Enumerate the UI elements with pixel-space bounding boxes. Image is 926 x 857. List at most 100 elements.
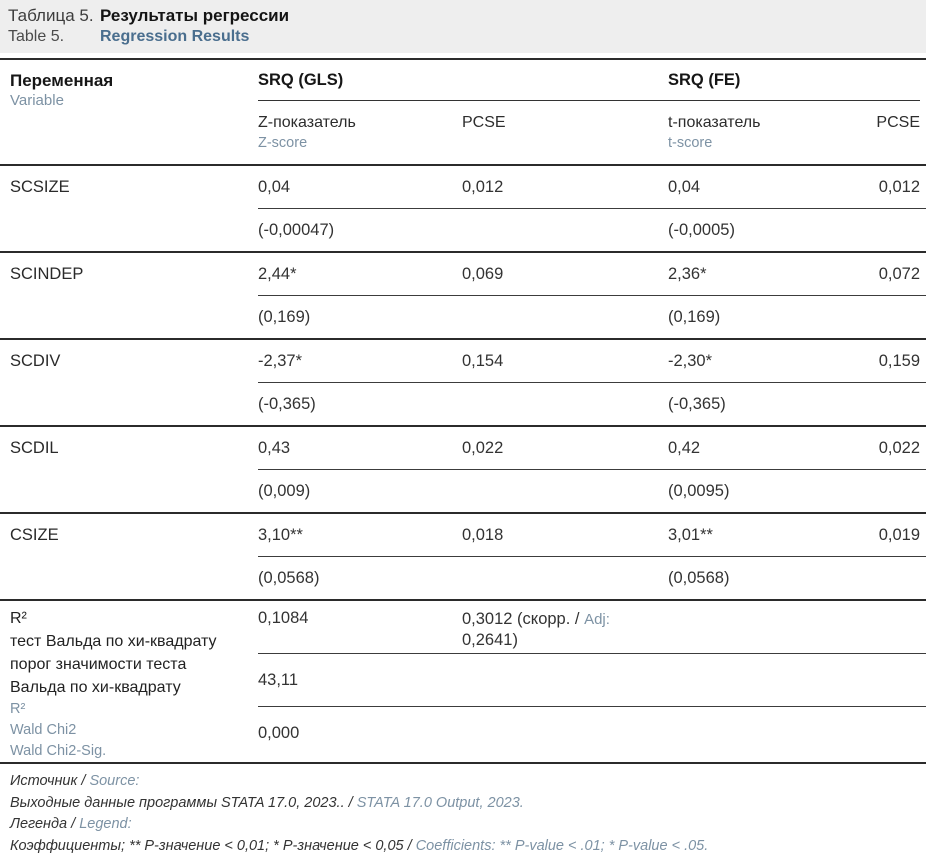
gls-stat: 0,43 — [258, 439, 462, 458]
r2-adj-prefix: 0,3012 (скорр. / — [462, 610, 584, 628]
subheader-pcse-gls: PCSE — [462, 113, 668, 153]
fe-pcse: 0,159 — [848, 352, 920, 371]
table-row-se: (-0,00047) (-0,0005) — [0, 209, 926, 251]
gls-se: (0,009) — [258, 482, 462, 501]
table-row: CSIZE 3,10** 0,018 3,01** 0,019 — [0, 514, 926, 556]
variable-name: SCSIZE — [10, 178, 258, 197]
stats-label-r2-ru: R² — [10, 607, 258, 630]
table-row-se: (0,009) (0,0095) — [0, 470, 926, 512]
table-row: SCINDEP 2,44* 0,069 2,36* 0,072 — [0, 253, 926, 295]
caption-label-ru: Таблица 5. — [8, 5, 100, 26]
footnote-ru: Выходные данные программы STATA 17.0, 20… — [10, 795, 357, 811]
regression-table-body: SCSIZE 0,04 0,012 0,04 0,012 (-0,00047) … — [0, 166, 926, 601]
caption-title-ru: Результаты регрессии — [100, 5, 289, 26]
variable-group-scindep: SCINDEP 2,44* 0,069 2,36* 0,072 (0,169) … — [0, 253, 926, 340]
footnote-en: Coefficients: ** P-value < .01; * P-valu… — [416, 838, 709, 854]
model-headers: SRQ (GLS) SRQ (FE) Z-показатель Z-score … — [258, 70, 920, 164]
gls-pcse: 0,069 — [462, 265, 668, 284]
footnote-legend-label: Легенда / Legend: — [10, 814, 916, 836]
gls-stat: -2,37* — [258, 352, 462, 371]
caption-line-ru: Таблица 5. Результаты регрессии — [8, 5, 916, 26]
fe-stat: -2,30* — [668, 352, 848, 371]
table-row-se: (0,0568) (0,0568) — [0, 557, 926, 599]
table-row-se: (0,169) (0,169) — [0, 296, 926, 338]
r2-adj-label: Adj: — [584, 611, 610, 628]
fe-pcse: 0,012 — [848, 178, 920, 197]
variable-header-en: Variable — [10, 91, 258, 111]
gls-se: (0,169) — [258, 308, 462, 327]
stats-label-waldsig-ru-line1: порог значимости теста — [10, 653, 258, 676]
stats-row-wald: 43,11 — [258, 654, 926, 706]
column-header-variable: Переменная Variable — [10, 70, 258, 164]
footnotes: Источник / Source: Выходные данные прогр… — [0, 764, 926, 857]
gls-se: (0,0568) — [258, 569, 462, 588]
group-header-fe: SRQ (FE) — [668, 70, 920, 91]
variable-header-ru: Переменная — [10, 70, 258, 91]
fe-se: (0,169) — [668, 308, 848, 327]
gls-pcse: 0,154 — [462, 352, 668, 371]
footnote-source-text: Выходные данные программы STATA 17.0, 20… — [10, 793, 916, 815]
subheader-row: Z-показатель Z-score PCSE t-показатель t… — [258, 101, 920, 164]
footnote-source-label: Источник / Source: — [10, 771, 916, 793]
caption-title-en: Regression Results — [100, 26, 249, 47]
tscore-label-ru: t-показатель — [668, 113, 848, 133]
footnote-en: STATA 17.0 Output, 2023. — [357, 795, 524, 811]
table-row: SCSIZE 0,04 0,012 0,04 0,012 — [0, 166, 926, 208]
wald-chi2-value: 43,11 — [258, 671, 298, 690]
gls-stat: 0,04 — [258, 178, 462, 197]
stats-label-r2-en: R² — [10, 699, 258, 720]
subheader-tscore: t-показатель t-score — [668, 113, 848, 153]
table-row-se: (-0,365) (-0,365) — [0, 383, 926, 425]
footnote-ru: Источник / — [10, 773, 89, 789]
stats-label-waldsig-ru-line2: Вальда по хи-квадрату — [10, 676, 258, 699]
stats-label-waldsig-en: Wald Chi2-Sig. — [10, 741, 258, 762]
stats-labels: R² тест Вальда по хи-квадрату порог знач… — [10, 601, 258, 762]
caption-line-en: Table 5. Regression Results — [8, 26, 916, 47]
gls-se: (-0,365) — [258, 395, 462, 414]
footnote-ru: Легенда / — [10, 816, 79, 832]
fe-pcse: 0,019 — [848, 526, 920, 545]
variable-name: SCDIL — [10, 439, 258, 458]
gls-se: (-0,00047) — [258, 221, 462, 240]
subheader-zscore: Z-показатель Z-score — [258, 113, 462, 153]
variable-group-scsize: SCSIZE 0,04 0,012 0,04 0,012 (-0,00047) … — [0, 166, 926, 253]
variable-name: SCINDEP — [10, 265, 258, 284]
r2-adjusted-value: 0,3012 (скорр. / Adj: 0,2641) — [462, 609, 692, 653]
stats-label-wald-ru: тест Вальда по хи-квадрату — [10, 630, 258, 653]
stats-row-r2: 0,1084 0,3012 (скорр. / Adj: 0,2641) — [258, 601, 926, 653]
zscore-label-en: Z-score — [258, 133, 462, 153]
gls-pcse: 0,022 — [462, 439, 668, 458]
fe-se: (0,0568) — [668, 569, 848, 588]
variable-group-scdil: SCDIL 0,43 0,022 0,42 0,022 (0,009) (0,0… — [0, 427, 926, 514]
variable-group-csize: CSIZE 3,10** 0,018 3,01** 0,019 (0,0568)… — [0, 514, 926, 601]
variable-name: SCDIV — [10, 352, 258, 371]
footnote-en: Legend: — [79, 816, 131, 832]
table-row: SCDIV -2,37* 0,154 -2,30* 0,159 — [0, 340, 926, 382]
subheader-pcse-fe: PCSE — [848, 113, 920, 153]
r2-value: 0,1084 — [258, 609, 462, 653]
variable-name: CSIZE — [10, 526, 258, 545]
variable-group-scdiv: SCDIV -2,37* 0,154 -2,30* 0,159 (-0,365)… — [0, 340, 926, 427]
group-header-gls: SRQ (GLS) — [258, 70, 668, 91]
stats-label-wald-en: Wald Chi2 — [10, 720, 258, 741]
table-caption: Таблица 5. Результаты регрессии Table 5.… — [0, 0, 926, 53]
fe-stat: 3,01** — [668, 526, 848, 545]
zscore-label-ru: Z-показатель — [258, 113, 462, 133]
wald-chi2-sig-value: 0,000 — [258, 724, 299, 743]
footnote-ru: Коэффициенты; ** Р-значение < 0,01; * Р-… — [10, 838, 416, 854]
model-stats-section: R² тест Вальда по хи-квадрату порог знач… — [0, 601, 926, 764]
tscore-label-en: t-score — [668, 133, 848, 153]
table-header: Переменная Variable SRQ (GLS) SRQ (FE) Z… — [0, 60, 926, 166]
fe-se: (0,0095) — [668, 482, 848, 501]
model-group-row: SRQ (GLS) SRQ (FE) — [258, 70, 920, 101]
fe-se: (-0,0005) — [668, 221, 848, 240]
r2-adj-number: 0,2641) — [462, 630, 692, 651]
caption-label-en: Table 5. — [8, 26, 100, 47]
fe-stat: 2,36* — [668, 265, 848, 284]
fe-stat: 0,42 — [668, 439, 848, 458]
gls-stat: 2,44* — [258, 265, 462, 284]
footnote-en: Source: — [89, 773, 139, 789]
fe-se: (-0,365) — [668, 395, 848, 414]
stats-values: 0,1084 0,3012 (скорр. / Adj: 0,2641) 43,… — [258, 601, 926, 762]
fe-stat: 0,04 — [668, 178, 848, 197]
